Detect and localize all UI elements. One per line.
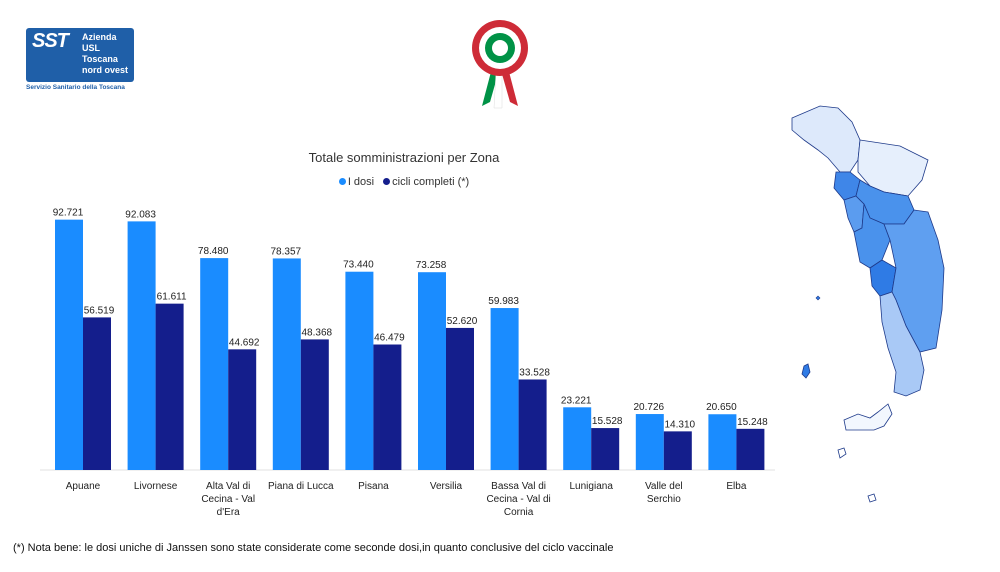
x-tick-label: Livornese (134, 481, 178, 492)
x-tick-label: Valle del Serchio (645, 481, 683, 505)
bar-first-dose (708, 414, 737, 470)
logo-line: Azienda (82, 32, 117, 42)
map-island-small (815, 295, 821, 301)
bar-complete-cycles (300, 339, 329, 470)
legend-swatch (338, 178, 346, 185)
bar-complete-cycles (446, 327, 474, 470)
data-label: 73.258 (416, 260, 447, 271)
x-tick-label: Lunigiana (570, 481, 614, 492)
x-tick-label: Alta Val di Cecina - Val d'Era (201, 481, 255, 518)
x-tick-label-line: Versilia (430, 481, 463, 492)
legend-label: cicli completi (*) (392, 176, 470, 188)
bar-first-dose (200, 258, 229, 470)
data-label: 92.083 (125, 209, 156, 220)
legend-label: I dosi (347, 176, 375, 188)
data-label: 78.357 (271, 246, 302, 257)
bar-first-dose (563, 407, 592, 470)
x-tick-label-line: Cecina - Val (201, 494, 255, 505)
logo-line: Toscana (82, 54, 118, 64)
x-tick-label-line: Piana di Lucca (268, 481, 334, 492)
map-zone-lunigiana (791, 105, 861, 173)
x-tick-label-line: Cornia (504, 507, 534, 518)
x-tick-label-line: Elba (726, 481, 746, 492)
x-tick-label-line: Lunigiana (570, 481, 614, 492)
logo-sst: SST (32, 30, 69, 52)
data-label: 20.650 (706, 402, 737, 413)
x-tick-label: Versilia (430, 481, 463, 492)
bar-complete-cycles (518, 379, 547, 470)
data-label: 46.479 (374, 333, 405, 344)
data-label: 23.221 (561, 395, 592, 406)
data-label: 15.248 (737, 417, 768, 428)
bar-first-dose (490, 308, 519, 470)
data-label: 48.368 (302, 327, 333, 338)
data-label: 92.721 (53, 208, 84, 219)
x-tick-label-line: Serchio (647, 494, 681, 505)
data-label: 15.528 (592, 416, 623, 427)
x-tick-label: Bassa Val di Cecina - Val di Cornia (486, 481, 550, 518)
footnote: (*) Nota bene: le dosi uniche di Janssen… (13, 542, 614, 554)
x-tick-label-line: Livornese (134, 481, 178, 492)
bar-complete-cycles (83, 317, 111, 470)
bar-first-dose (55, 219, 83, 470)
x-tick-label-line: Bassa Val di (491, 481, 546, 492)
data-label: 59.983 (488, 296, 519, 307)
x-tick-label-line: d'Era (217, 507, 240, 518)
map-island-pianosa (837, 447, 847, 459)
data-label: 44.692 (229, 337, 260, 348)
logo-line: nord ovest (82, 65, 129, 75)
bar-complete-cycles (663, 431, 692, 470)
logo-text: Azienda USL Toscana nord ovest (82, 32, 134, 76)
x-tick-label-line: Pisana (358, 481, 389, 492)
bar-complete-cycles (228, 349, 257, 470)
x-tick-label: Pisana (358, 481, 389, 492)
map-island-gorgona (801, 363, 811, 379)
map-zone-bassa-val-di-cecina-val-di-cornia (879, 291, 925, 397)
data-label: 33.528 (519, 367, 550, 378)
bar-complete-cycles (736, 428, 765, 470)
logo-line: USL (82, 43, 100, 53)
x-tick-label-line: Alta Val di (206, 481, 250, 492)
chart-title: Totale somministrazioni per Zona (308, 150, 500, 165)
data-label: 14.310 (665, 419, 696, 430)
x-tick-label-line: Cecina - Val di (486, 494, 550, 505)
x-tick-label: Piana di Lucca (268, 481, 334, 492)
bar-first-dose (418, 272, 446, 470)
bar-complete-cycles (155, 303, 184, 470)
legend-swatch (383, 178, 391, 185)
legend-item-first-dose: I dosi (338, 176, 375, 188)
data-label: 20.726 (634, 402, 665, 413)
data-label: 78.480 (198, 246, 229, 257)
bar-first-dose (345, 271, 374, 470)
logo-box: SST Azienda USL Toscana nord ovest (26, 28, 134, 82)
bar-first-dose (272, 258, 301, 470)
bar-first-dose (635, 414, 664, 470)
tuscany-zones-map (791, 105, 945, 503)
data-label: 61.611 (157, 292, 187, 303)
data-label: 56.519 (84, 305, 115, 316)
data-label: 52.620 (447, 316, 478, 327)
data-label: 73.440 (343, 260, 374, 271)
logo-subtitle: Servizio Sanitario della Toscana (26, 84, 125, 91)
x-tick-label-line: Apuane (66, 481, 101, 492)
legend-item-complete-cycles: cicli completi (*) (383, 176, 469, 188)
x-tick-label-line: Valle del (645, 481, 683, 492)
bar-complete-cycles (591, 428, 620, 470)
x-tick-label: Elba (726, 481, 746, 492)
cockade-icon (472, 20, 528, 109)
map-island-montecristo (867, 493, 877, 503)
bar-first-dose (127, 221, 156, 470)
bar-complete-cycles (373, 344, 402, 470)
bar-chart: 92.721 56.519 Apuane 92.083 61.611 Livornese 7… (40, 208, 775, 518)
chart-legend: I dosi cicli completi (*) (0, 176, 808, 188)
x-tick-label: Apuane (66, 481, 101, 492)
asl-logo: SST Azienda USL Toscana nord ovest Servi… (26, 28, 136, 94)
map-zone-elba (843, 403, 893, 431)
